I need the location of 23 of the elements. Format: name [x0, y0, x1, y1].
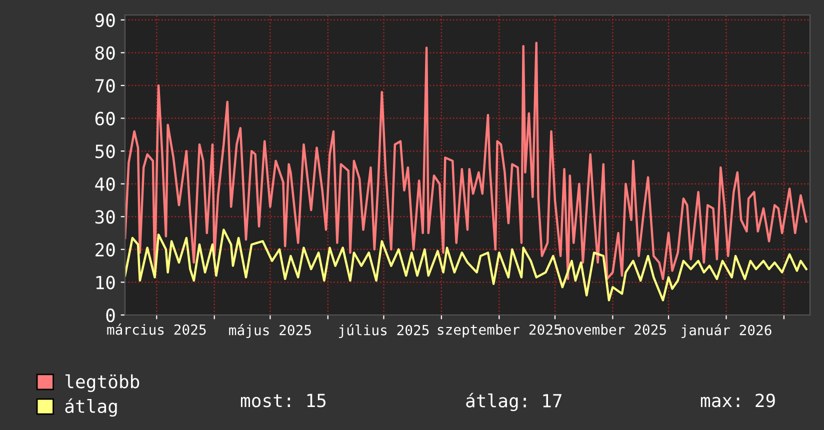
y-tick-label: 50 [95, 144, 115, 158]
y-tick-label: 30 [95, 210, 115, 224]
x-tick-label: március 2025 [107, 324, 206, 335]
text: most: 15 [240, 394, 326, 408]
y-tick-label: 90 [95, 13, 115, 28]
y-tick-label: 40 [95, 177, 115, 192]
x-tick-label: szeptember 2025 [438, 324, 561, 338]
text: átlag: 17 [466, 392, 562, 412]
y-tick-label: 80 [95, 46, 115, 60]
y-tick-label: 60 [95, 112, 115, 126]
y-tick-label: 70 [95, 79, 115, 93]
legend-label: legtöbb [66, 374, 140, 392]
x-tick-label: január 2026 [682, 324, 772, 338]
x-tick-label: május 2025 [229, 324, 311, 338]
text: max: 29 [700, 394, 775, 408]
line-series [125, 228, 808, 302]
y-tick-label: 20 [96, 242, 115, 257]
line-series [125, 42, 808, 280]
y-tick-label: 10 [96, 276, 115, 290]
legend-label: átlag [65, 398, 117, 417]
x-tick-label: július 2025 [339, 324, 429, 338]
x-tick-label: november 2025 [560, 324, 666, 335]
y-tick-label: 0 [106, 308, 115, 322]
